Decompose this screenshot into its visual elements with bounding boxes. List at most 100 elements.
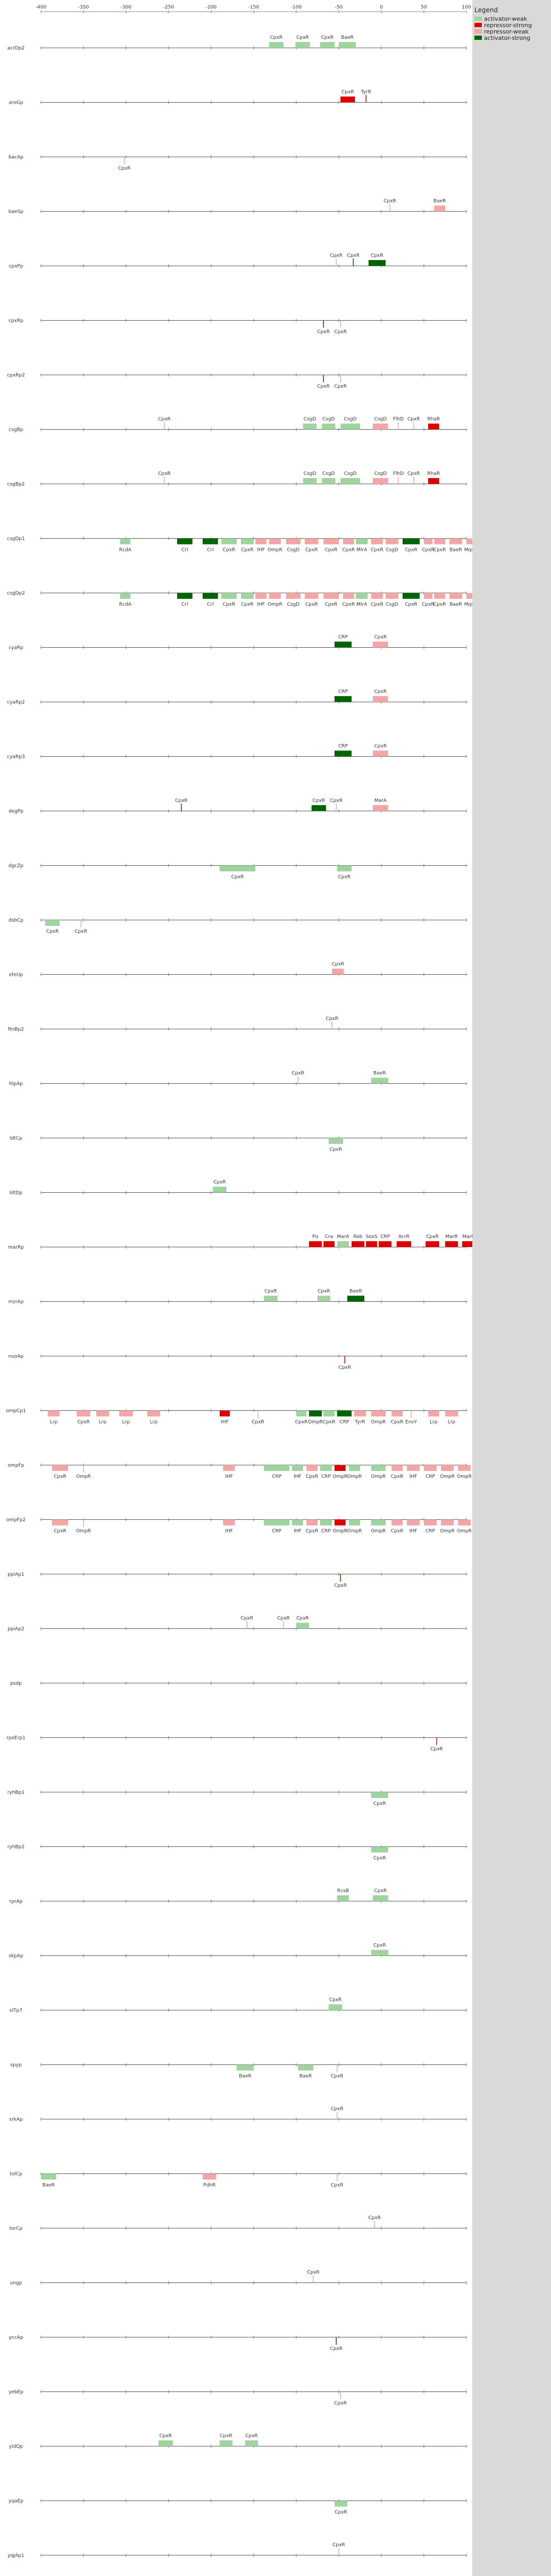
binding-site-box xyxy=(371,593,383,599)
promoter-label: yccAp xyxy=(9,2335,23,2340)
binding-site-box xyxy=(434,538,445,545)
binding-site-label: CpxR xyxy=(332,2542,345,2548)
legend-item-activator-strong: activator-strong xyxy=(474,35,549,41)
promoter-label: yqjAp1 xyxy=(7,2553,24,2558)
binding-site-box xyxy=(339,42,356,48)
binding-site-label: CRP xyxy=(321,1474,331,1479)
binding-site-label: CpxR xyxy=(407,417,420,422)
binding-site-label: CpxR xyxy=(252,1420,264,1425)
binding-site-label: CpxR xyxy=(373,1801,386,1806)
binding-site-box xyxy=(396,1241,411,1247)
promoter-label: acrDp2 xyxy=(7,46,25,51)
binding-site-box xyxy=(441,1519,454,1526)
binding-site-label: CpxR xyxy=(158,417,171,422)
promoter-label: csgBp xyxy=(9,428,23,433)
binding-site-label: CpxR xyxy=(325,602,338,607)
promoter-label: cpxRp xyxy=(9,319,23,324)
promoter-label: ppiAp2 xyxy=(7,1627,24,1632)
binding-site-box xyxy=(343,538,354,545)
binding-site-box xyxy=(292,1519,303,1526)
binding-site-box xyxy=(323,538,339,545)
promoter-label: cpxPp xyxy=(9,264,23,269)
binding-site-box xyxy=(335,696,352,702)
binding-site-box xyxy=(221,538,237,545)
binding-site-label: Lrp xyxy=(150,1420,158,1425)
binding-site-label: CpxR xyxy=(318,1289,330,1294)
binding-site-label: OmpR xyxy=(347,1529,362,1534)
legend-label: activator-strong xyxy=(484,34,531,41)
binding-site-box xyxy=(335,1519,346,1526)
binding-site-box xyxy=(220,2440,232,2446)
binding-site-box xyxy=(335,750,352,757)
promoter-label: srkAp xyxy=(9,2117,23,2122)
promoter-label: cyaRp xyxy=(9,646,23,651)
binding-site-label: CpxR xyxy=(391,1474,404,1479)
binding-site-box xyxy=(425,1241,439,1247)
binding-site-box xyxy=(340,96,355,103)
binding-site-box xyxy=(220,1410,230,1417)
binding-site-label: CpxR xyxy=(334,1583,347,1588)
binding-site-label: CpxR xyxy=(330,253,343,258)
binding-site-label: AcrR xyxy=(398,1234,410,1240)
binding-site-box xyxy=(391,1410,403,1417)
binding-site-box xyxy=(158,2440,173,2446)
binding-site-box xyxy=(41,2173,56,2180)
binding-site-box xyxy=(237,2064,254,2071)
binding-site-label: CpxR xyxy=(74,929,87,934)
binding-site-box xyxy=(255,538,266,545)
binding-site-label: BaeR xyxy=(449,602,462,607)
binding-site-label: CpxR xyxy=(334,2401,347,2406)
binding-site-label: CpxR xyxy=(422,602,435,607)
binding-site-box xyxy=(147,1410,160,1417)
binding-site-box xyxy=(386,538,398,545)
binding-site-label: CsgD xyxy=(374,471,387,476)
binding-site-label: CsgD xyxy=(322,417,335,422)
promoter-label: aroGp xyxy=(9,101,23,106)
binding-site-label: CpxR xyxy=(175,798,188,804)
promoter-label: cyaRp3 xyxy=(7,755,24,760)
binding-site-box xyxy=(349,1465,360,1471)
binding-site-label: Rob xyxy=(353,1234,362,1240)
promoter-label: efeUp xyxy=(9,973,23,978)
binding-site-box xyxy=(303,423,317,430)
binding-site-box xyxy=(264,1295,278,1302)
binding-site-box xyxy=(428,478,439,484)
binding-site-box xyxy=(306,1519,318,1526)
binding-site-box xyxy=(424,1519,437,1526)
binding-site-label: CpxR xyxy=(231,875,244,880)
binding-site-label: IHF xyxy=(410,1529,418,1534)
promoter-label: mzrAp xyxy=(8,1300,23,1305)
promoter-label: skpAp xyxy=(9,1954,23,1959)
binding-site-label: OmpR xyxy=(371,1420,386,1425)
binding-site-box xyxy=(332,968,344,975)
promoter-label: torCp xyxy=(10,2226,23,2231)
binding-site-label: MlrA xyxy=(356,548,368,553)
binding-site-label: CpxR xyxy=(330,798,343,804)
binding-site-box xyxy=(462,1241,472,1247)
binding-site-label: CpxR xyxy=(305,602,318,607)
binding-site-label: BaeR xyxy=(299,2074,312,2079)
binding-site-box xyxy=(203,593,218,599)
binding-site-label: MarR xyxy=(462,1234,472,1240)
binding-site-label: MlrA xyxy=(356,602,368,607)
binding-site-box xyxy=(407,1519,420,1526)
binding-site-box xyxy=(373,750,388,757)
binding-site-label: CpxR xyxy=(347,253,360,258)
binding-site-box xyxy=(309,1241,322,1247)
promoter-label: csgDp1 xyxy=(7,537,25,542)
binding-site-box xyxy=(466,538,472,545)
binding-site-label: Lrp xyxy=(430,1420,438,1425)
binding-site-label: OmpR xyxy=(371,1529,386,1534)
binding-site-label: OmpR xyxy=(76,1474,91,1479)
binding-site-label: BaeR xyxy=(449,548,462,553)
binding-site-box xyxy=(295,42,310,48)
binding-site-label: CpxR xyxy=(317,330,330,335)
binding-site-box xyxy=(223,1465,235,1471)
binding-site-box xyxy=(323,1241,335,1247)
promoter-label: ryhBp1 xyxy=(7,1790,24,1795)
promoter-label: spyp xyxy=(10,2063,22,2068)
binding-site-box xyxy=(120,593,130,599)
binding-site-box xyxy=(292,1465,303,1471)
binding-site-label: CpxR xyxy=(241,548,254,553)
binding-site-label: CpxR xyxy=(407,471,420,476)
